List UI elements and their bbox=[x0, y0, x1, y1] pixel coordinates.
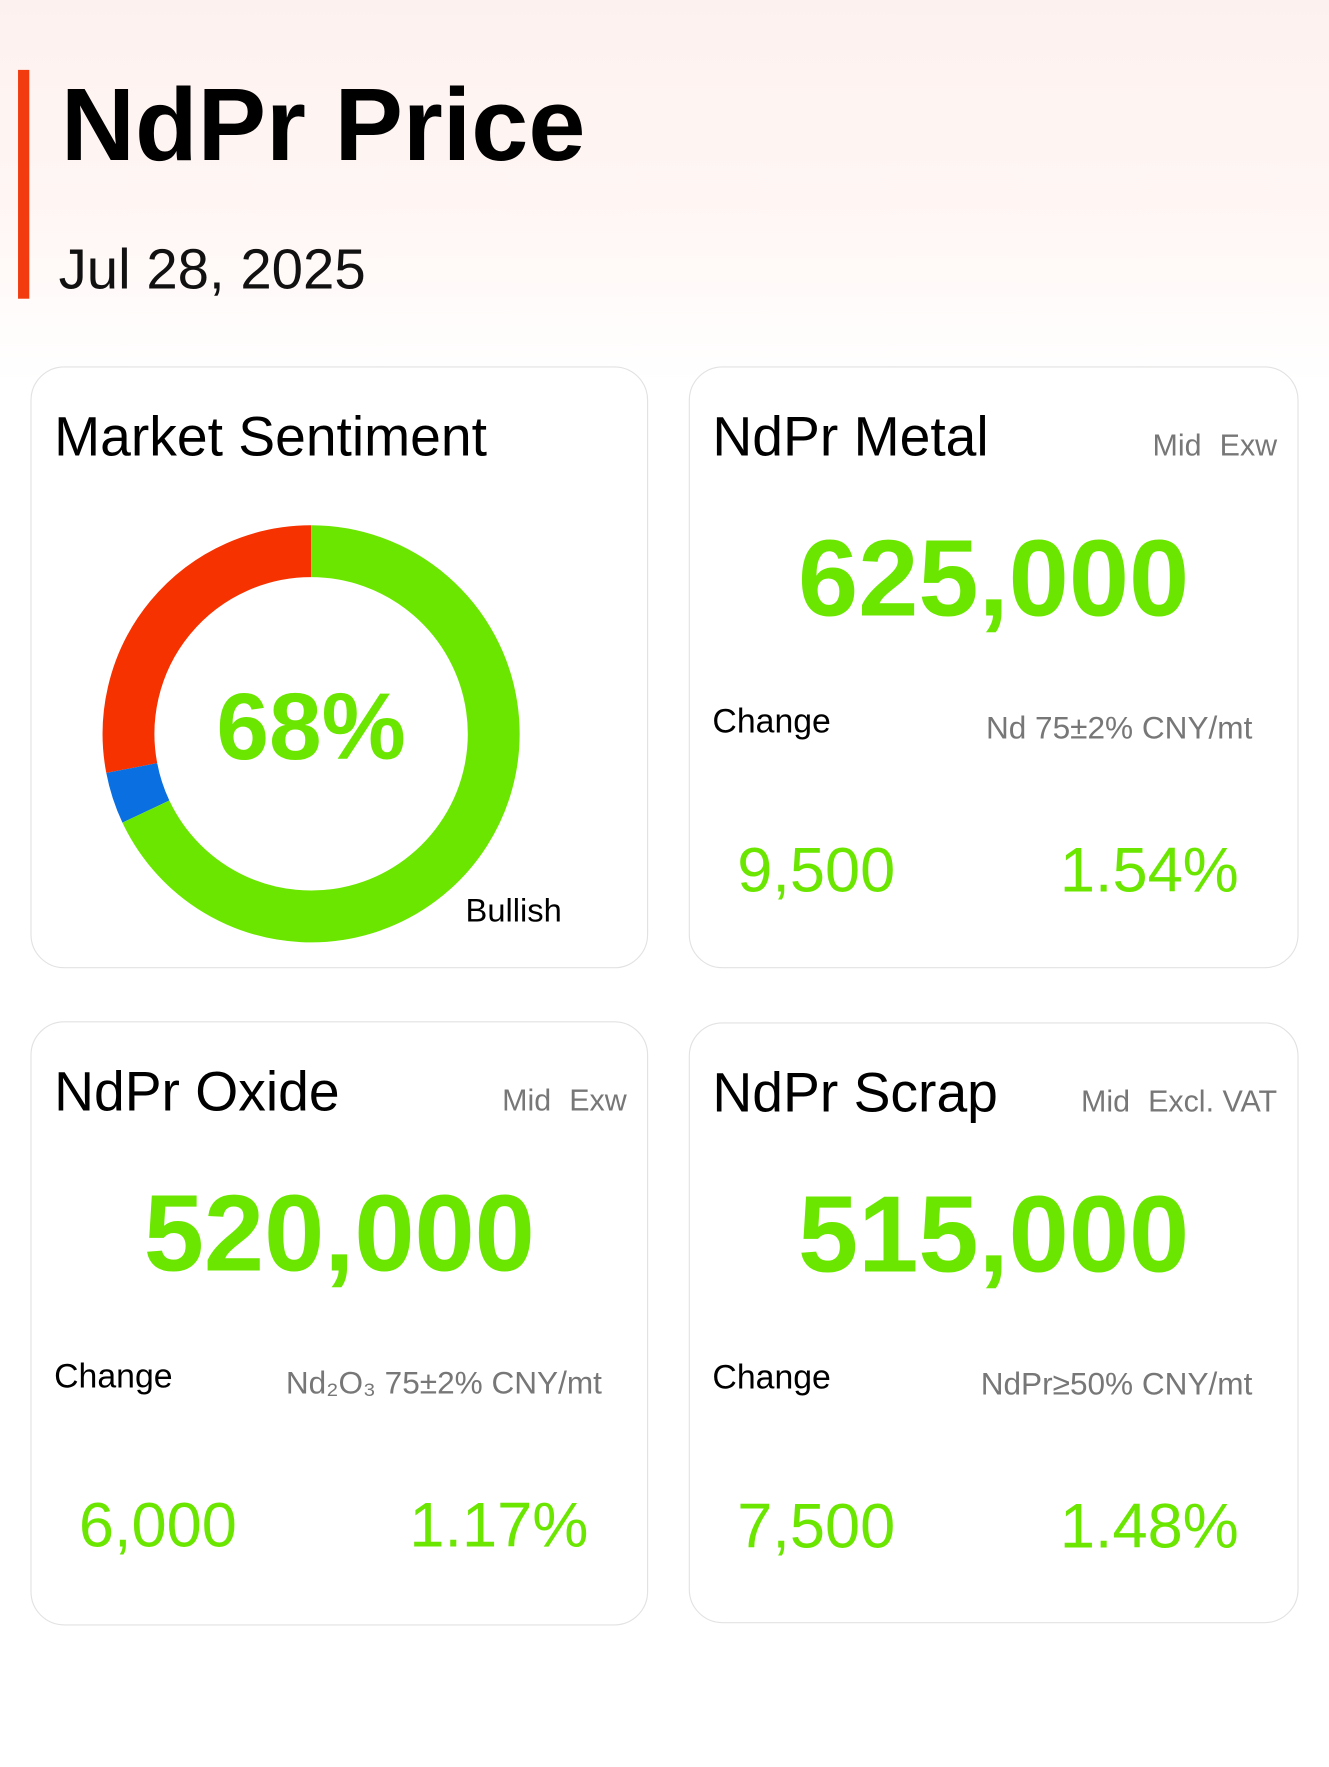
price: 625,000 bbox=[798, 518, 1190, 640]
spec: Nd 75±2% CNY/mt bbox=[985, 710, 1253, 746]
card-title: NdPr Scrap bbox=[712, 1062, 998, 1124]
change-label: Change bbox=[54, 1358, 173, 1396]
card-title: Market Sentiment bbox=[54, 406, 487, 468]
donut-segment bbox=[106, 762, 170, 823]
page-title: NdPr Price bbox=[60, 68, 586, 183]
tag: Mid bbox=[1152, 428, 1202, 463]
tag: Excl. VAT bbox=[1148, 1084, 1278, 1119]
spec: Nd₂O₃ 75±2% CNY/mt bbox=[285, 1365, 602, 1401]
card-title: NdPr Oxide bbox=[54, 1061, 340, 1123]
card-tags: Mid Exw bbox=[1135, 428, 1278, 463]
donut-segment bbox=[122, 525, 520, 943]
donut-segment bbox=[102, 525, 312, 773]
price-card: NdPr Oxide Mid Exw 520,000 Change Nd₂O₃ 75±2%… bbox=[30, 1021, 649, 1626]
change-value: 9,500 bbox=[737, 834, 896, 906]
tag: Exw bbox=[569, 1083, 627, 1118]
page-date: Jul 28, 2025 bbox=[58, 237, 366, 301]
price: 520,000 bbox=[143, 1173, 535, 1295]
change-percent: 1.48% bbox=[1059, 1490, 1239, 1562]
price-card: NdPr Metal Mid Exw 625,000 Change Nd 75±2% CN… bbox=[688, 366, 1299, 969]
card-title: NdPr Metal bbox=[712, 406, 989, 468]
accent-bar bbox=[18, 69, 30, 299]
sentiment-card: Market Sentiment 68% Bullish bbox=[30, 366, 649, 969]
change-percent: 1.54% bbox=[1059, 834, 1239, 906]
price: 515,000 bbox=[798, 1174, 1190, 1296]
card-tags: Mid Excl. VAT bbox=[1063, 1084, 1278, 1119]
tag: Mid bbox=[502, 1083, 552, 1118]
change-value: 6,000 bbox=[78, 1489, 237, 1561]
change-label: Change bbox=[712, 703, 831, 741]
tag: Exw bbox=[1219, 428, 1278, 463]
change-value: 7,500 bbox=[737, 1490, 896, 1562]
center-label: 68% bbox=[216, 674, 405, 780]
card-tags: Mid Exw bbox=[484, 1083, 627, 1118]
change-percent: 1.17% bbox=[409, 1489, 589, 1561]
change-label: Change bbox=[712, 1359, 831, 1397]
price-card: NdPr Scrap Mid Excl. VAT 515,000 Change NdPr≥… bbox=[688, 1022, 1299, 1624]
spec: NdPr≥50% CNY/mt bbox=[980, 1366, 1253, 1402]
segment-label: Bullish bbox=[466, 892, 562, 929]
tag: Mid bbox=[1080, 1084, 1131, 1119]
donut-chart: 68% Bullish bbox=[102, 525, 562, 943]
